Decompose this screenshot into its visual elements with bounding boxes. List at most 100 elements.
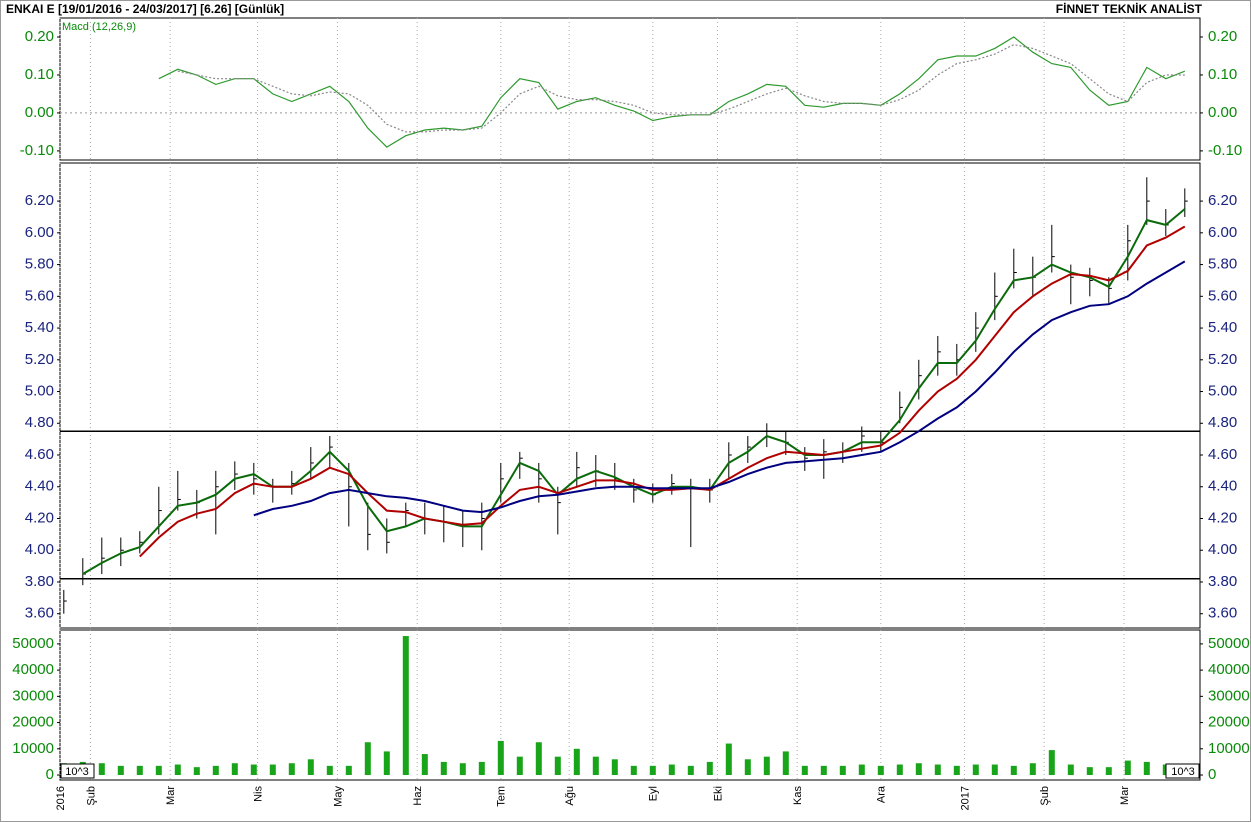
volume-bar — [630, 765, 637, 776]
y-tick-label: 4.40 — [25, 478, 54, 495]
volume-bar — [839, 765, 846, 776]
y-tick-label: 5.40 — [1208, 319, 1237, 336]
volume-bar — [345, 765, 352, 776]
y-tick-label: 50000 — [12, 635, 54, 652]
macd-frame — [59, 17, 1201, 161]
y-tick-label: 3.60 — [1208, 605, 1237, 622]
y-tick-label: 3.60 — [25, 605, 54, 622]
volume-bar — [877, 765, 884, 776]
x-tick-label: Ağu — [564, 786, 576, 806]
volume-bar — [649, 765, 656, 776]
y-tick-label: 40000 — [1208, 661, 1250, 678]
y-tick-label: 5.60 — [25, 287, 54, 304]
x-tick-label: Şub — [85, 786, 97, 806]
y-tick-label: 4.60 — [25, 446, 54, 463]
volume-bar — [934, 764, 941, 776]
volume-bar — [744, 759, 751, 776]
y-tick-label: 10000 — [1208, 740, 1250, 757]
y-tick-label: 50000 — [1208, 635, 1250, 652]
volume-bar — [801, 765, 808, 776]
volume-bar — [288, 763, 295, 776]
chart-title: ENKAI E [19/01/2016 - 24/03/2017] [6.26]… — [6, 2, 284, 16]
y-tick-label: 0.00 — [1208, 104, 1237, 121]
volume-bar — [953, 765, 960, 776]
volume-bar — [592, 756, 599, 776]
volume-bar — [117, 765, 124, 776]
y-tick-label: -0.10 — [1208, 142, 1242, 159]
volume-bar — [763, 756, 770, 776]
volume-bar — [972, 764, 979, 776]
y-tick-label: 4.00 — [25, 541, 54, 558]
volume-bar — [402, 636, 409, 776]
volume-bar — [250, 764, 257, 776]
x-tick-label: Kas — [792, 786, 804, 805]
volume-bar — [212, 765, 219, 776]
volume-bar — [1029, 763, 1036, 776]
y-tick-label: 5.00 — [1208, 383, 1237, 400]
volume-bar — [858, 764, 865, 776]
volume-bar — [269, 764, 276, 776]
x-tick-label: 2016 — [55, 786, 67, 810]
y-tick-label: 6.20 — [25, 192, 54, 209]
y-tick-label: 0.00 — [25, 104, 54, 121]
y-tick-label: 6.00 — [25, 224, 54, 241]
y-tick-label: 40000 — [12, 661, 54, 678]
volume-bar — [1124, 760, 1131, 776]
volume-bar — [136, 765, 143, 776]
x-tick-label: Nis — [253, 786, 265, 802]
y-tick-label: 6.20 — [1208, 192, 1237, 209]
volume-bar — [706, 761, 713, 776]
y-tick-label: 4.80 — [25, 414, 54, 431]
unit-box — [1165, 763, 1200, 779]
x-tick-label: Şub — [1039, 786, 1051, 806]
volume-bar — [478, 761, 485, 776]
y-tick-label: 3.80 — [1208, 573, 1237, 590]
volume-frame — [59, 629, 1201, 781]
y-tick-label: 30000 — [12, 687, 54, 704]
indicator-line — [139, 225, 1186, 558]
volume-bar — [554, 756, 561, 776]
volume-bar — [1086, 767, 1093, 776]
y-tick-label: 5.80 — [1208, 256, 1237, 273]
y-tick-label: 4.20 — [1208, 509, 1237, 526]
x-tick-label: 2017 — [959, 786, 971, 810]
volume-bar — [155, 765, 162, 776]
indicator-label: Macd (12,26,9) — [62, 21, 136, 33]
volume-bar — [326, 765, 333, 776]
volume-bar — [573, 748, 580, 776]
indicator-line — [253, 260, 1186, 517]
y-tick-label: 4.80 — [1208, 414, 1237, 431]
volume-bar — [497, 740, 504, 776]
unit-label: 10^3 — [1171, 766, 1195, 778]
y-tick-label: 5.40 — [25, 319, 54, 336]
indicator-line — [177, 43, 1185, 133]
volume-bar — [896, 764, 903, 776]
volume-bar — [915, 763, 922, 776]
x-tick-label: Ara — [876, 785, 888, 803]
volume-bar — [364, 742, 371, 776]
volume-bar — [307, 759, 314, 776]
volume-bar — [1067, 764, 1074, 776]
x-tick-label: Eyl — [648, 786, 660, 801]
x-tick-label: Mar — [165, 786, 177, 805]
y-tick-label: 4.20 — [25, 509, 54, 526]
y-tick-label: 0.20 — [25, 28, 54, 45]
y-tick-label: 5.20 — [1208, 351, 1237, 368]
y-tick-label: 0.10 — [1208, 66, 1237, 83]
volume-bar — [725, 743, 732, 776]
volume-bar — [991, 764, 998, 776]
volume-bar — [231, 763, 238, 776]
volume-bar — [611, 759, 618, 776]
volume-bar — [782, 751, 789, 776]
brand: FİNNET TEKNİK ANALİST — [1056, 1, 1203, 16]
y-tick-label: 0.20 — [1208, 28, 1237, 45]
volume-bar — [1048, 750, 1055, 776]
y-tick-label: -0.10 — [20, 142, 54, 159]
unit-box — [60, 763, 95, 779]
volume-bar — [1105, 767, 1112, 776]
volume-bar — [516, 756, 523, 776]
x-tick-label: Haz — [412, 786, 424, 806]
y-tick-label: 5.80 — [25, 256, 54, 273]
volume-bar — [1143, 761, 1150, 776]
